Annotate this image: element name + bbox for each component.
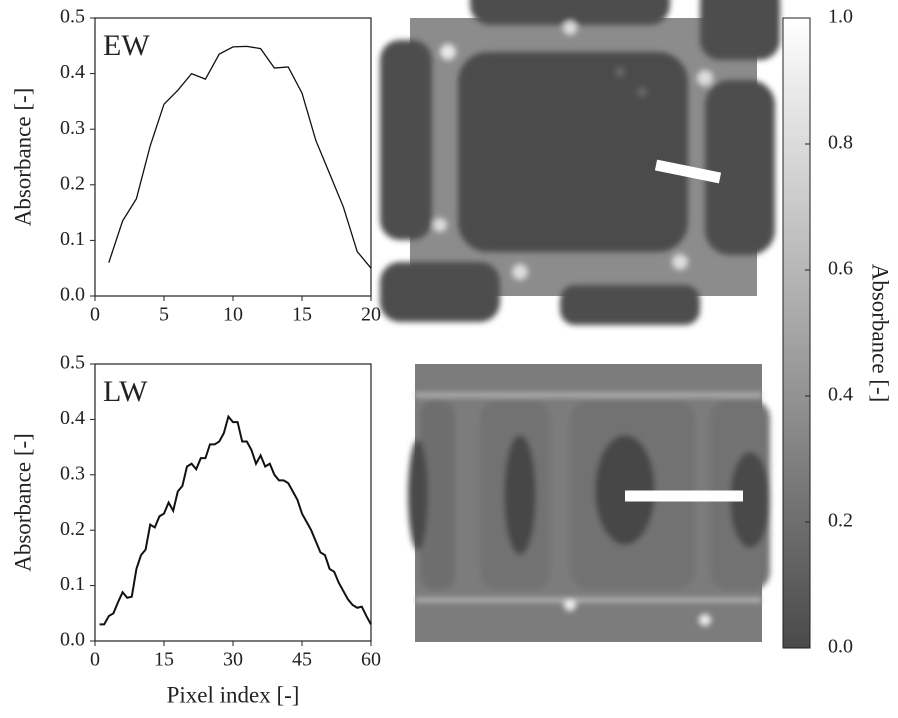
y-tick-label: 0.4	[60, 61, 85, 83]
colorbar	[782, 17, 811, 649]
latewood-image	[408, 364, 770, 642]
x-tick-label: 15	[154, 649, 174, 671]
y-tick-label: 0.2	[60, 518, 85, 540]
x-tick-label: 10	[223, 304, 243, 326]
data-line	[108, 45, 372, 269]
y-tick-label: 0.5	[60, 352, 85, 374]
x-tick-label: 15	[292, 304, 312, 326]
colorbar-tick-label: 0.6	[828, 258, 853, 280]
colorbar-tick-label: 1.0	[828, 6, 853, 28]
y-tick-label: 0.4	[60, 407, 85, 429]
y-tick-label: 0.1	[60, 573, 85, 595]
y-axis-label: Absorbance [-]	[10, 433, 35, 572]
x-axis-label: Pixel index [-]	[167, 682, 300, 707]
colorbar-tick-label: 0.4	[828, 384, 853, 406]
colorbar-label: Absorbance [-]	[868, 264, 893, 403]
y-tick-label: 0.3	[60, 117, 85, 139]
x-tick-label: 45	[292, 649, 312, 671]
y-tick-label: 0.0	[60, 629, 85, 651]
colorbar-tick-label: 0.2	[828, 510, 853, 532]
x-tick-label: 20	[361, 304, 381, 326]
x-tick-label: 30	[223, 649, 243, 671]
x-tick-label: 5	[159, 304, 169, 326]
y-tick-label: 0.1	[60, 228, 85, 250]
y-tick-label: 0.2	[60, 172, 85, 194]
y-tick-label: 0.5	[60, 6, 85, 28]
panel-label: EW	[103, 29, 150, 62]
y-tick-label: 0.3	[60, 462, 85, 484]
data-line	[99, 414, 372, 626]
x-tick-label: 0	[90, 304, 100, 326]
colorbar-tick-label: 0.8	[828, 132, 853, 154]
y-tick-label: 0.0	[60, 284, 85, 306]
y-axis-label: Absorbance [-]	[10, 88, 35, 227]
x-tick-label: 0	[90, 649, 100, 671]
earlywood-image	[380, 0, 780, 325]
colorbar-tick-label: 0.0	[828, 636, 853, 658]
x-tick-label: 60	[361, 649, 381, 671]
panel-label: LW	[103, 375, 148, 408]
